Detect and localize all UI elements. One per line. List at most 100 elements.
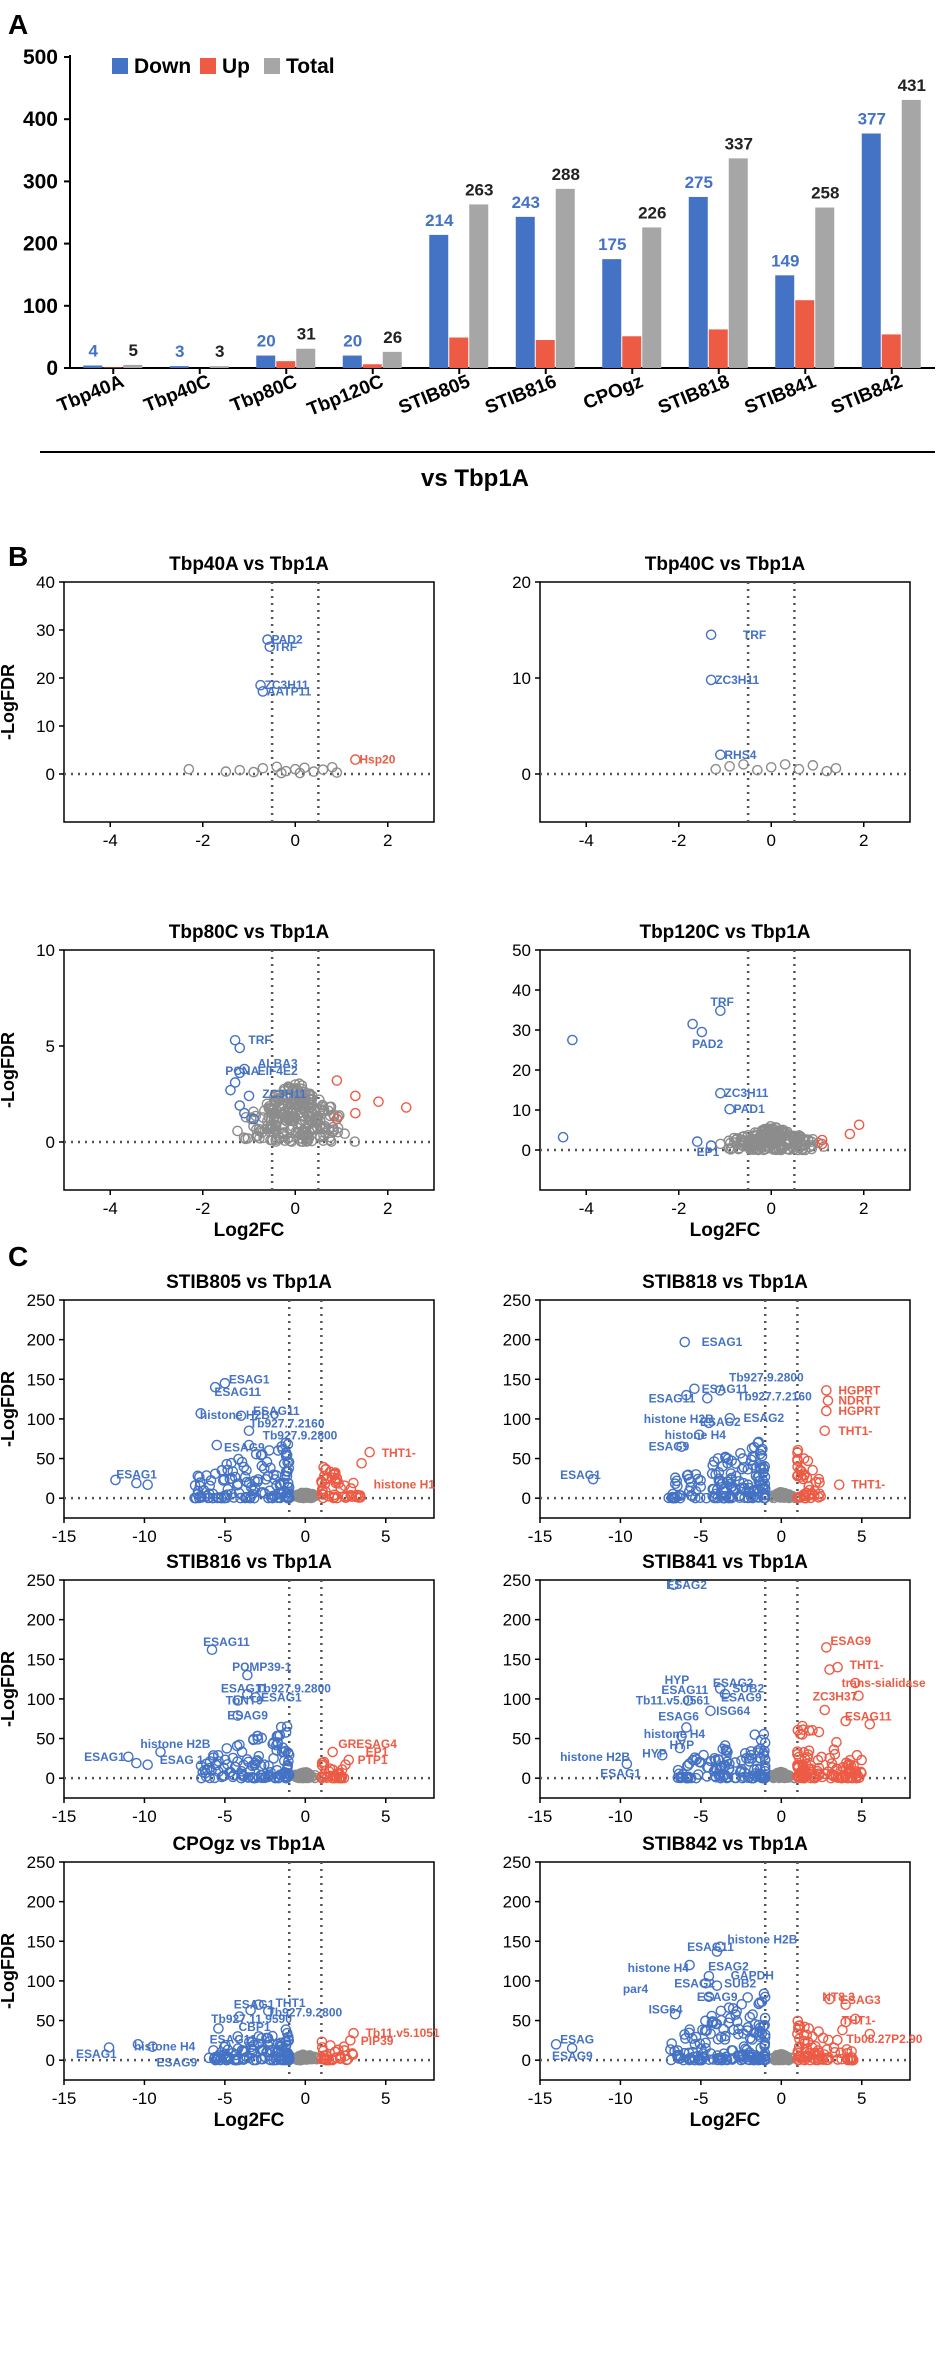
gene-label: ESAG1 (261, 1690, 302, 1704)
up-point (821, 1642, 832, 1653)
bar-value-label-total: 26 (383, 328, 402, 347)
neutral-point (275, 1103, 287, 1114)
down-point (722, 1746, 733, 1758)
down-point (263, 2005, 274, 2017)
down-point (738, 2041, 750, 2052)
up-point (321, 2054, 332, 2066)
gene-label: ESAG11 (253, 1404, 300, 1418)
gene-label: histone H1 (374, 1478, 436, 1492)
up-point (829, 1748, 841, 1760)
x-tick-label: 5 (381, 1807, 390, 1826)
down-point (557, 1131, 569, 1143)
neutral-point (756, 1139, 768, 1151)
down-point (723, 1492, 735, 1504)
neutral-point (762, 1140, 774, 1152)
up-point (816, 1751, 827, 1763)
gene-label: Tb927.7.2160 (737, 1390, 812, 1404)
bar-down (342, 355, 362, 368)
neutral-point (778, 1141, 790, 1152)
gene-label: RHS4 (724, 748, 756, 762)
bar-value-label-down: 214 (425, 211, 454, 230)
neutral-point (220, 766, 232, 777)
gene-label: CBP1 (239, 2020, 271, 2034)
down-point (218, 1770, 230, 1781)
x-tick-label: -5 (217, 1527, 232, 1546)
down-point (256, 2033, 267, 2044)
down-point (705, 629, 717, 641)
gene-label: TRF (743, 628, 766, 642)
gene-label: ESAG2 (666, 1578, 707, 1592)
down-point (249, 1475, 260, 1487)
up-point (798, 1453, 810, 1464)
down-point (751, 1771, 763, 1782)
down-point (755, 1734, 767, 1746)
gene-label: Tb927.9.2800 (729, 1371, 804, 1385)
down-point (234, 1067, 246, 1079)
gene-label: THT1- (842, 2014, 876, 2028)
down-point (725, 1468, 737, 1479)
down-point (707, 1490, 718, 1502)
neutral-point (309, 1116, 321, 1127)
volcano-plot: Tbp40C vs Tbp1A 0 10 20 -4 -2 0 2 TRF ZC3H11 RHS4 (512, 554, 911, 850)
down-point (747, 1460, 759, 1471)
neutral-point (818, 1141, 830, 1152)
down-point (269, 1490, 281, 1502)
x-tick-label: -10 (608, 2089, 633, 2108)
gene-label: histone H4 (644, 1727, 706, 1741)
down-point (736, 1999, 747, 2010)
down-point (248, 1113, 259, 1125)
down-point (705, 1140, 717, 1151)
up-point (364, 1446, 375, 1458)
bar-value-label-down: 149 (771, 251, 799, 270)
plot-title: Tbp80C vs Tbp1A (169, 922, 330, 943)
bar-up (103, 367, 123, 368)
gene-label: ESAG1 (234, 1998, 275, 2012)
up-point (843, 1758, 855, 1770)
bar-up (622, 336, 642, 368)
gene-label: Tb927.11.9590 (211, 2012, 292, 2026)
down-point (703, 1991, 715, 2003)
x-tick-label: -2 (195, 831, 210, 850)
gene-label: ESAG1 (229, 1372, 270, 1386)
down-point (753, 1998, 765, 2010)
down-point (232, 1695, 244, 1706)
down-point (667, 1491, 679, 1503)
x-tick-label: -4 (579, 1199, 594, 1218)
down-point (239, 1471, 251, 1483)
bar-y-tick-label: 400 (23, 108, 58, 131)
down-point (759, 1754, 771, 1765)
down-point (729, 1757, 741, 1768)
bar-y-tick-label: 200 (23, 233, 58, 256)
up-point (840, 1715, 851, 1727)
up-point (333, 1478, 344, 1489)
y-tick-label: 0 (46, 1133, 55, 1152)
down-point (667, 1488, 679, 1500)
neutral-point (723, 1143, 735, 1154)
down-point (703, 1417, 715, 1429)
gene-label: Tb927.9.2800 (267, 2006, 342, 2020)
down-point (221, 1743, 233, 1754)
down-point (282, 2054, 294, 2066)
plot-frame (63, 1299, 435, 1519)
down-point (679, 1336, 691, 1348)
up-point (807, 1464, 818, 1476)
legend-label-up: Up (222, 55, 250, 78)
down-point (744, 2032, 756, 2044)
down-point (711, 1764, 722, 1775)
neutral-point (297, 1102, 309, 1113)
up-point (353, 1492, 365, 1503)
up-point (819, 1425, 831, 1437)
bar-total (209, 366, 229, 368)
down-point (754, 1463, 766, 1474)
down-point (207, 1492, 219, 1504)
down-point (721, 2051, 732, 2063)
gene-label: ESAG11 (210, 2033, 257, 2047)
down-point (269, 1772, 281, 1783)
up-point (331, 1772, 343, 1784)
neutral-point (779, 1770, 791, 1781)
neutral-point (779, 759, 791, 770)
down-point (683, 2054, 695, 2065)
neutral-point (778, 1491, 789, 1503)
down-point (729, 1486, 741, 1497)
down-point (715, 1772, 726, 1784)
